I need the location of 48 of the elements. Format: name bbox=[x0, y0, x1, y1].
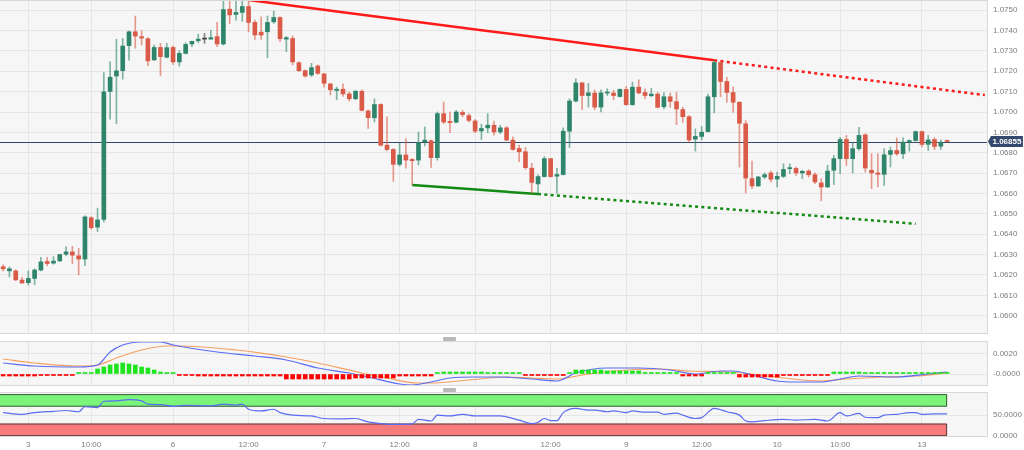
x-tick-label: 10 bbox=[772, 440, 783, 449]
x-tick-label: 7 bbox=[321, 440, 327, 449]
ref-line-label: 1.06855 bbox=[992, 137, 1022, 147]
y-tick-label: 1.0730 bbox=[993, 46, 1019, 56]
y-tick-label: 1.0630 bbox=[993, 249, 1019, 259]
candlestick bbox=[787, 163, 793, 175]
line-series bbox=[2, 398, 948, 425]
candlestick bbox=[818, 178, 824, 202]
y-tick-label: 1.0610 bbox=[993, 290, 1019, 300]
candlestick bbox=[132, 15, 138, 49]
candlestick bbox=[422, 126, 428, 147]
x-tick-label: 12:00 bbox=[389, 440, 411, 449]
candlestick bbox=[409, 158, 415, 186]
x-tick-label: 12:00 bbox=[238, 440, 260, 449]
y-tick-label: 0.0020 bbox=[993, 349, 1019, 359]
y-tick-label: 1.0650 bbox=[993, 209, 1019, 219]
candlestick bbox=[485, 113, 491, 134]
y-tick-label: 1.0750 bbox=[993, 5, 1019, 15]
x-tick-label: 12:00 bbox=[540, 440, 562, 449]
y-tick-label: 0.0000 bbox=[993, 431, 1019, 441]
y-tick-label: 50.0000 bbox=[993, 410, 1023, 420]
y-tick-label: -0.0000 bbox=[993, 369, 1021, 379]
y-tick-label: 1.0740 bbox=[993, 25, 1019, 35]
x-tick-label: 10:00 bbox=[830, 440, 851, 449]
y-tick-label: 1.0640 bbox=[993, 229, 1019, 239]
x-tick-label: 9 bbox=[623, 440, 629, 449]
candlestick bbox=[208, 29, 214, 40]
y-tick-label: 1.0670 bbox=[993, 168, 1019, 178]
candlestick bbox=[233, 0, 239, 21]
x-tick-label: 13 bbox=[917, 440, 927, 449]
bar bbox=[680, 374, 686, 377]
y-tick-label: 1.0680 bbox=[993, 147, 1019, 157]
y-tick-label: 1.0620 bbox=[993, 270, 1019, 280]
y-tick-label: 1.0690 bbox=[993, 127, 1019, 137]
y-tick-label: 1.0600 bbox=[993, 310, 1019, 320]
x-tick-label: 3 bbox=[26, 440, 32, 449]
candlestick bbox=[649, 88, 654, 98]
y-tick-label: 1.0720 bbox=[993, 66, 1019, 76]
candlestick bbox=[894, 137, 900, 156]
y-tick-label: 1.0710 bbox=[993, 86, 1019, 96]
y-tick-label: 1.0660 bbox=[993, 188, 1019, 198]
y-tick-label: 1.0700 bbox=[993, 107, 1019, 117]
x-tick-label: 10:00 bbox=[81, 440, 102, 449]
x-tick-label: 12:00 bbox=[691, 440, 713, 449]
x-tick-label: 8 bbox=[472, 440, 478, 449]
x-tick-label: 6 bbox=[170, 440, 176, 449]
bar bbox=[831, 371, 837, 374]
candlestick bbox=[334, 86, 340, 101]
